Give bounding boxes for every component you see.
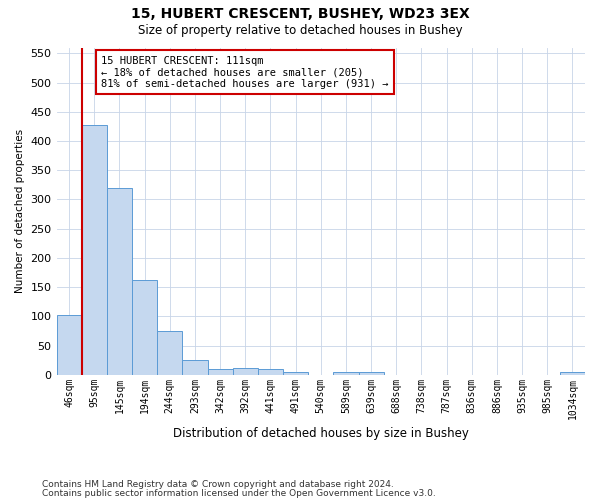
Text: Contains HM Land Registry data © Crown copyright and database right 2024.: Contains HM Land Registry data © Crown c… <box>42 480 394 489</box>
Text: Contains public sector information licensed under the Open Government Licence v3: Contains public sector information licen… <box>42 488 436 498</box>
Text: 15, HUBERT CRESCENT, BUSHEY, WD23 3EX: 15, HUBERT CRESCENT, BUSHEY, WD23 3EX <box>131 8 469 22</box>
Bar <box>157 331 182 375</box>
Y-axis label: Number of detached properties: Number of detached properties <box>15 129 25 293</box>
Bar <box>56 314 82 375</box>
X-axis label: Distribution of detached houses by size in Bushey: Distribution of detached houses by size … <box>173 427 469 440</box>
Text: 15 HUBERT CRESCENT: 111sqm
← 18% of detached houses are smaller (205)
81% of sem: 15 HUBERT CRESCENT: 111sqm ← 18% of deta… <box>101 56 389 89</box>
Bar <box>258 369 283 375</box>
Bar <box>560 372 585 375</box>
Bar <box>359 372 383 375</box>
Bar <box>208 369 233 375</box>
Bar <box>334 372 359 375</box>
Text: Size of property relative to detached houses in Bushey: Size of property relative to detached ho… <box>137 24 463 37</box>
Bar <box>107 188 132 375</box>
Bar <box>82 125 107 375</box>
Bar <box>182 360 208 375</box>
Bar <box>132 280 157 375</box>
Bar <box>283 372 308 375</box>
Bar <box>233 368 258 375</box>
